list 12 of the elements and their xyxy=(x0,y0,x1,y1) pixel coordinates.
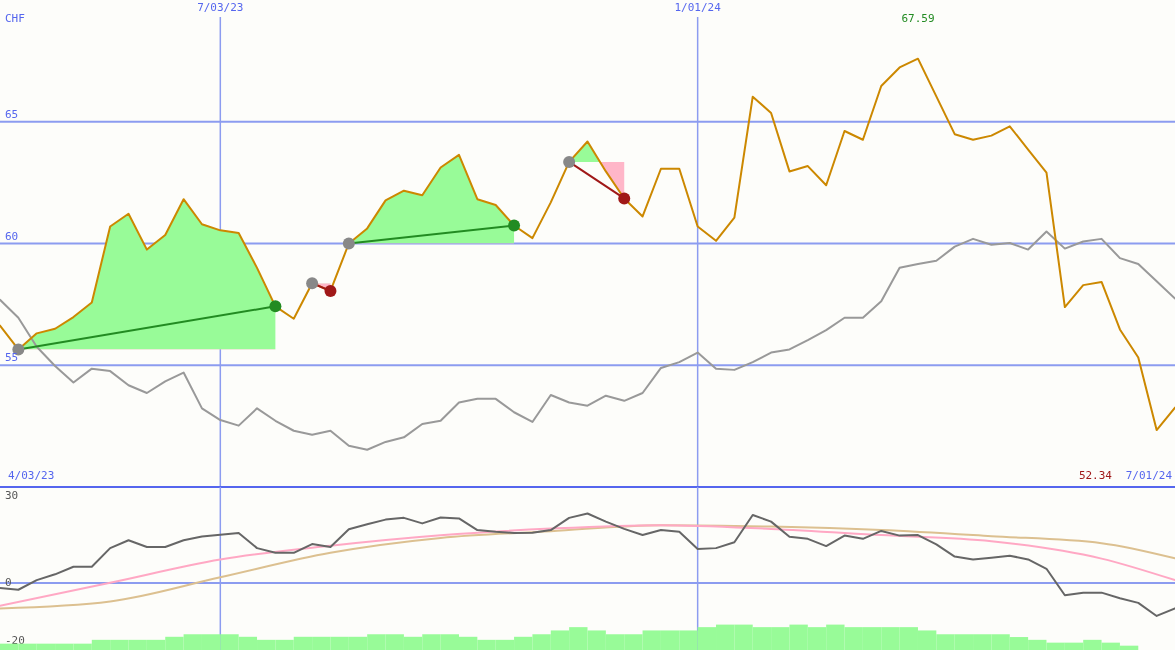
annotation: 52.34 xyxy=(1078,469,1113,482)
x-tick-label: 7/03/23 xyxy=(197,1,244,14)
y-axis-title: CHF xyxy=(5,12,25,25)
y-tick-label: 30 xyxy=(5,488,19,502)
y-tick-label: -20 xyxy=(5,634,25,648)
x-tick-label: 1/01/24 xyxy=(674,1,722,14)
y-tick-label: 55 xyxy=(5,351,19,365)
annotation: 67.59 xyxy=(901,12,935,25)
annotation: 4/03/23 xyxy=(8,469,55,482)
y-tick-label: 65 xyxy=(5,107,19,121)
annotation: 7/01/24 xyxy=(1125,469,1173,482)
y-tick-label: 60 xyxy=(5,229,19,243)
